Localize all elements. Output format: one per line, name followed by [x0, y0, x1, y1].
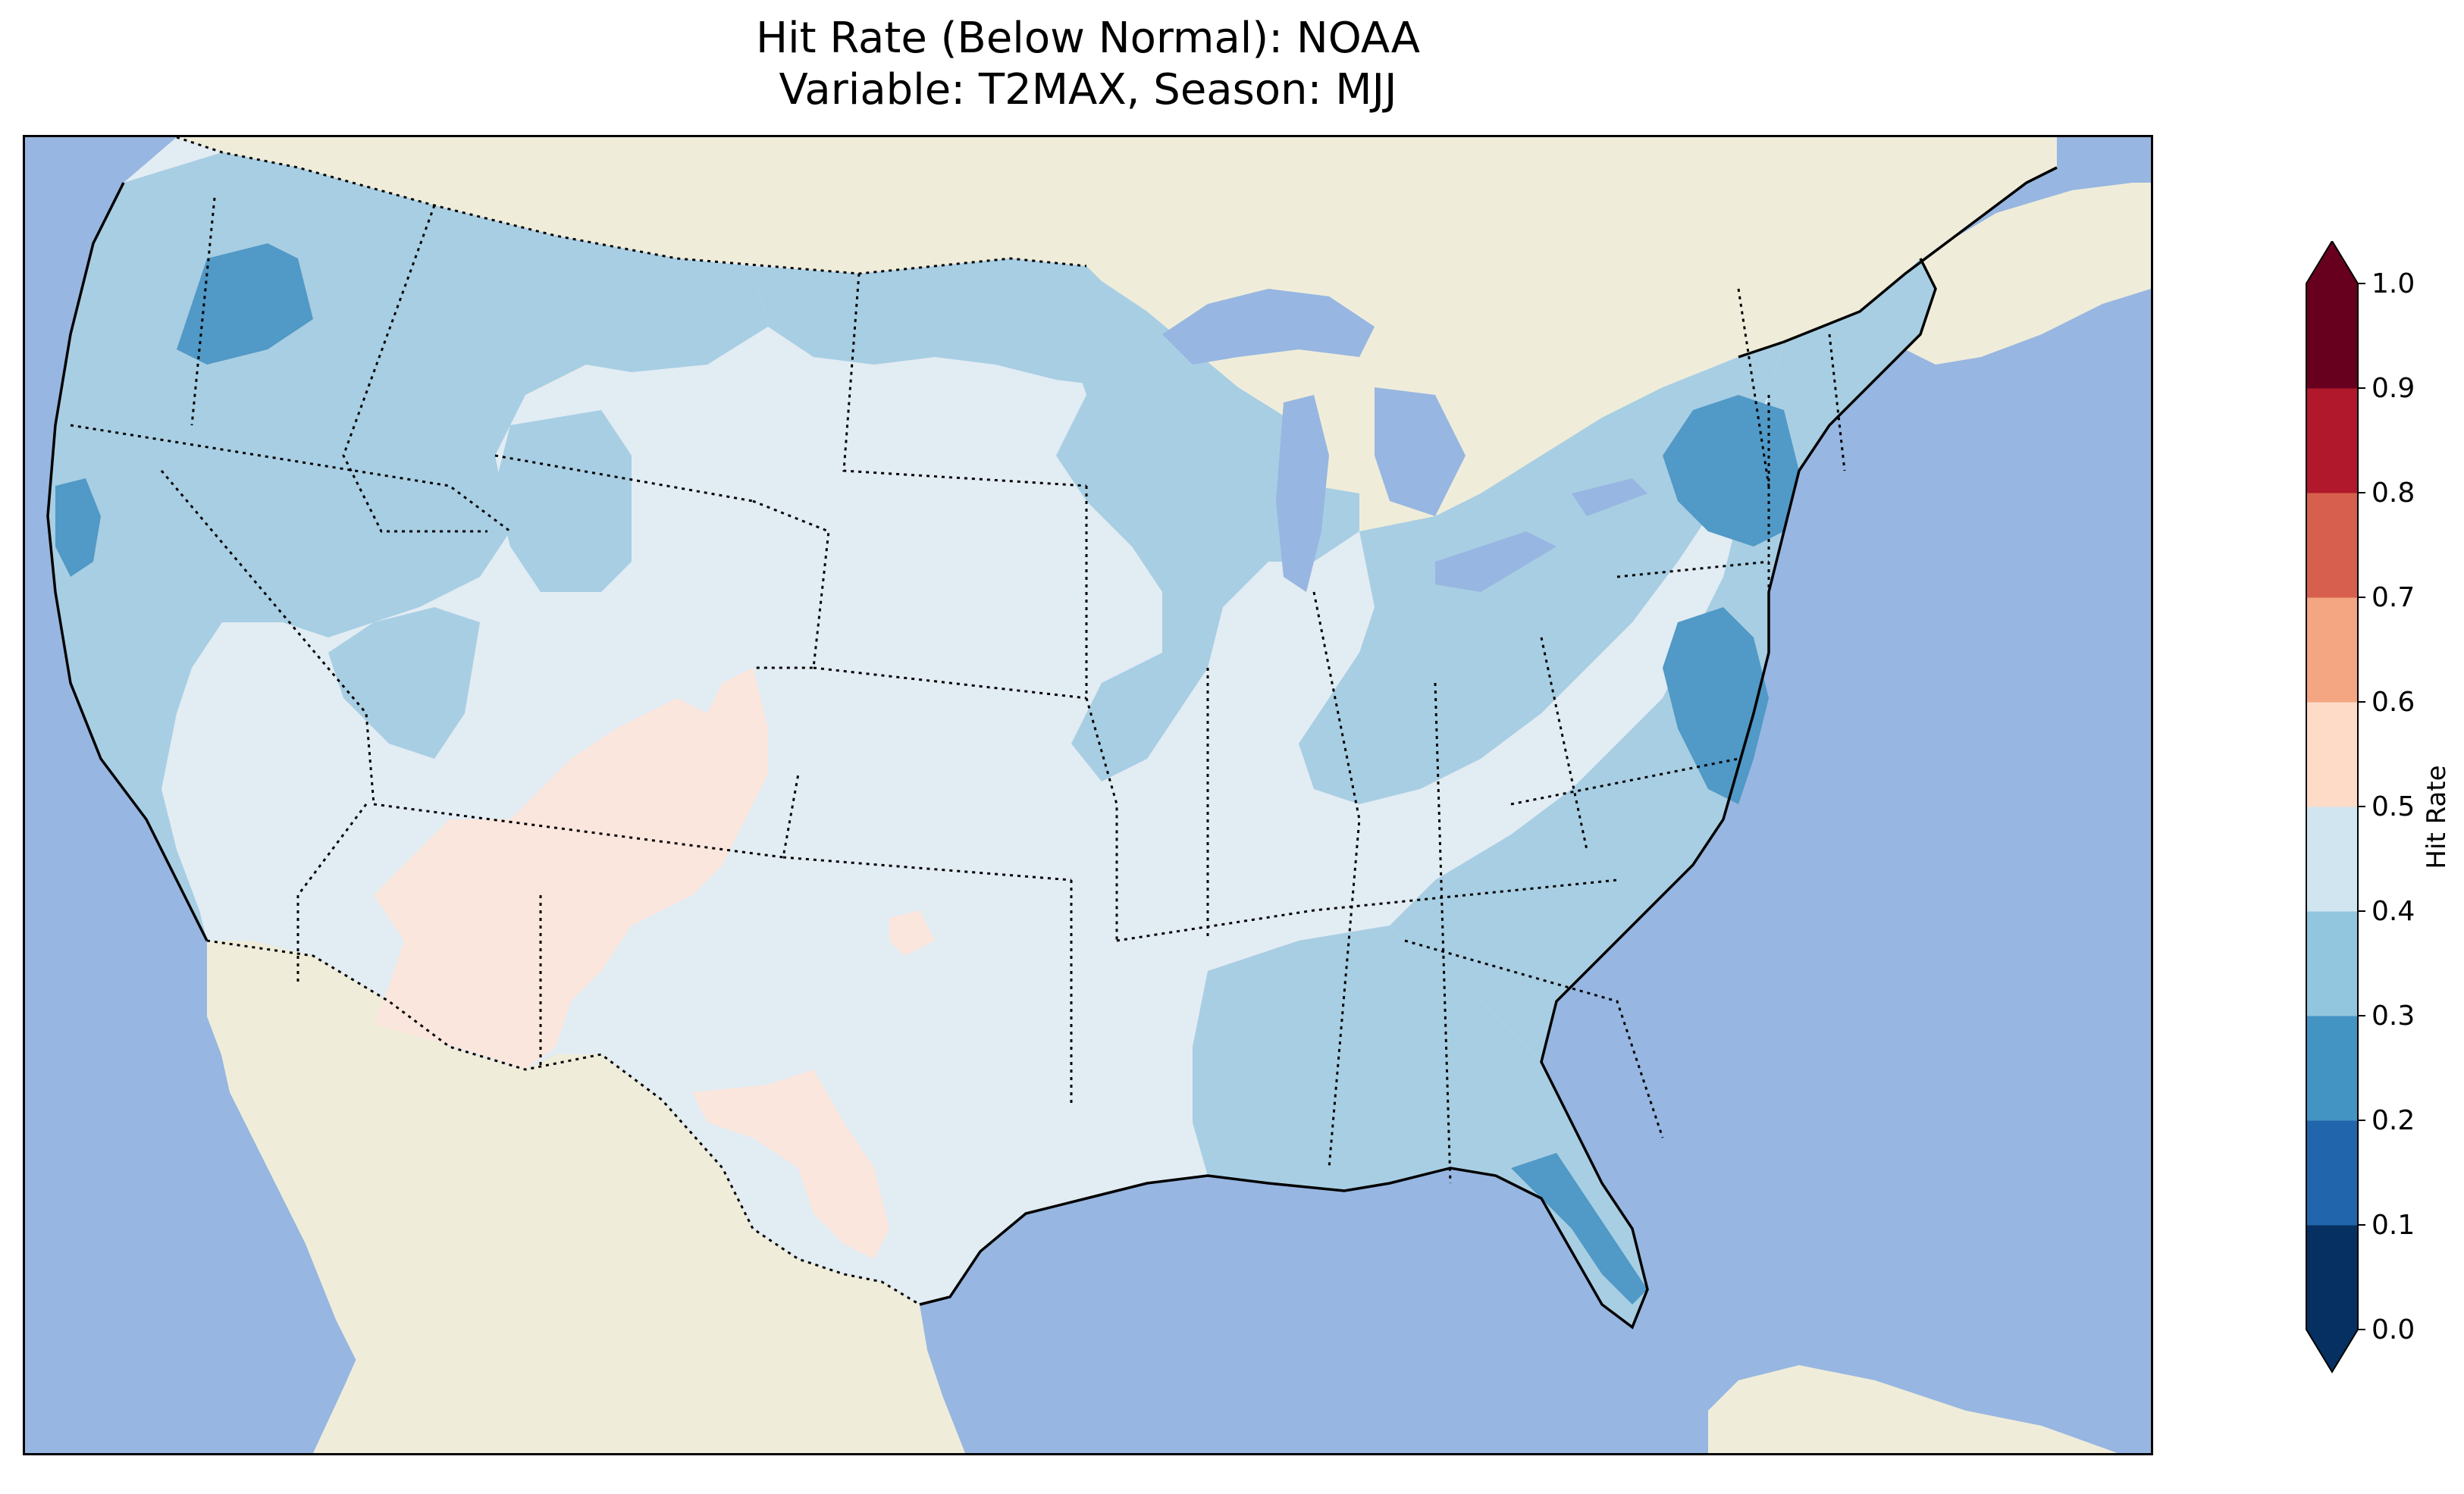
northeast-region	[1390, 258, 1936, 1062]
west-texas-region	[692, 1070, 889, 1259]
new-york-darker-region	[1663, 395, 1799, 547]
colorbar-ticks: 0.0 0.1 0.2 0.3 0.4 0.5 0.6 0.7 0.8 0.9 1.0	[2358, 268, 2415, 1345]
colorbar-block	[2306, 1225, 2358, 1330]
colorbar-block	[2306, 911, 2358, 1016]
colorbar-block	[2306, 597, 2358, 703]
colorbar-block	[2306, 493, 2358, 598]
canada-east-coastline	[1738, 166, 2058, 359]
colorbar-blocks	[2306, 241, 2359, 1373]
colorbar-tick-label: 0.7	[2372, 582, 2415, 613]
colorbar-block	[2306, 388, 2358, 493]
southeast-region	[1193, 926, 1647, 1327]
four-corners-region	[374, 668, 768, 1070]
florida-darker-region	[1511, 1153, 1647, 1305]
map-canvas	[46, 137, 2151, 1453]
colorbar-tick-label: 0.8	[2372, 478, 2415, 509]
colorbar-tick-label: 0.3	[2372, 1001, 2415, 1032]
oklahoma-patch	[889, 910, 935, 956]
lake-ontario	[1572, 478, 1647, 516]
baja-land	[207, 963, 434, 1441]
atlantic-coastline	[919, 258, 1937, 1330]
colorbar-tick-label: 0.9	[2372, 373, 2415, 404]
colorbar-tick-label: 0.6	[2372, 687, 2415, 718]
pacific-coastline	[46, 182, 208, 941]
lake-superior	[1162, 289, 1375, 365]
colorbar-tick-label: 0.5	[2372, 791, 2415, 822]
colorbar-block	[2306, 1016, 2358, 1121]
colorbar-block	[2306, 1120, 2358, 1226]
canada-land	[177, 137, 2057, 531]
colorbar-block	[2306, 807, 2358, 912]
colorbar-tick-label: 0.4	[2372, 896, 2415, 927]
colorbar-block	[2306, 702, 2358, 807]
nova-scotia-land	[1905, 183, 2151, 365]
colorbar-tick-label: 1.0	[2372, 268, 2415, 299]
colorbar-tick-label: 0.1	[2372, 1210, 2415, 1241]
montana-region	[753, 258, 1162, 387]
nevada-region	[328, 607, 480, 759]
colorbar-label: Hit Rate	[2422, 765, 2452, 869]
map-title-line-2: Variable: T2MAX, Season: MJJ	[779, 65, 1397, 114]
lake-michigan	[1276, 395, 1329, 592]
map-title-line-1: Hit Rate (Below Normal): NOAA	[755, 14, 1421, 63]
colorbar-tick-label: 0.0	[2372, 1314, 2415, 1345]
oregon-darker-region	[177, 243, 313, 365]
lake-huron	[1375, 387, 1466, 516]
colorbar-tick-label: 0.2	[2372, 1105, 2415, 1136]
colorbar-extend-max	[2306, 241, 2358, 283]
ohio-valley-region	[1299, 342, 1784, 804]
state-boundaries	[70, 197, 1846, 1184]
map-frame	[23, 135, 2153, 1455]
colorbar-block	[2306, 283, 2358, 389]
colorbar-extend-min	[2306, 1330, 2358, 1372]
cuba-land	[1708, 1365, 2118, 1453]
upper-midwest-region	[1056, 281, 1359, 781]
northern-california-darker	[55, 478, 101, 577]
wyoming-region	[495, 410, 632, 592]
colorbar: 0.0 0.1 0.2 0.3 0.4 0.5 0.6 0.7 0.8 0.9 1.0 Hit Ra…	[2306, 241, 2452, 1373]
lake-erie	[1435, 531, 1556, 592]
